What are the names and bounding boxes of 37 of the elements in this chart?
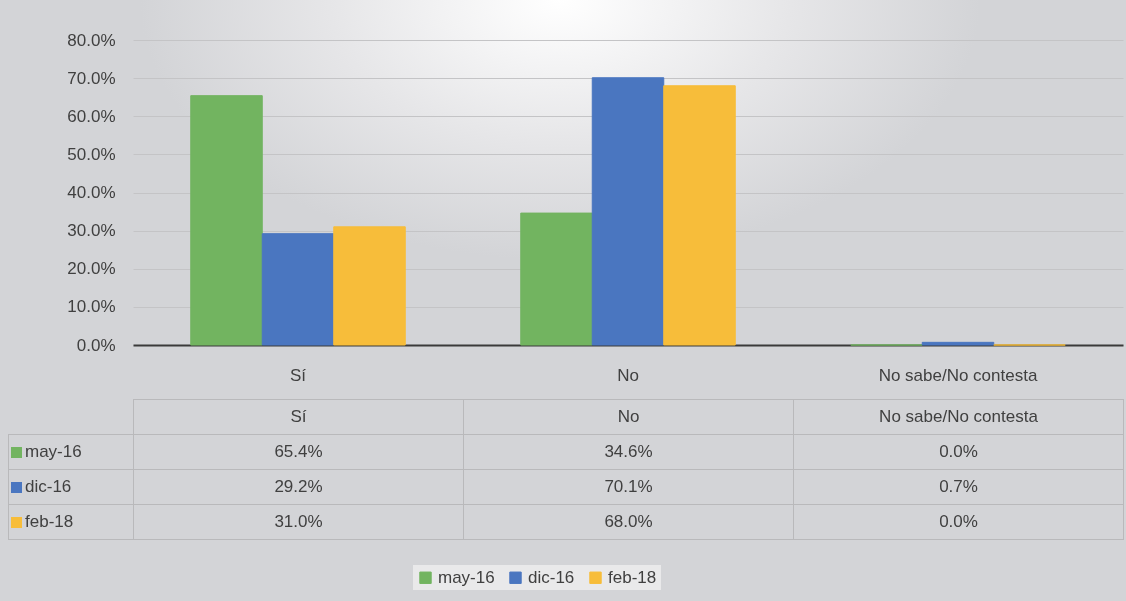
y-tick-label: 10.0% <box>67 297 116 317</box>
data-label: 31.0% <box>133 504 464 540</box>
legend-label: may-16 <box>8 434 134 470</box>
y-tick-label: 50.0% <box>67 144 116 164</box>
x-tick-label: No sabe/No contesta <box>878 365 1038 385</box>
y-tick-label: 80.0% <box>67 30 116 50</box>
data-label: 68.0% <box>463 504 794 540</box>
data-label: 0.0% <box>793 434 1124 470</box>
x-tick-label: Sí <box>289 365 307 385</box>
category-label: No sabe/No contesta <box>879 407 1038 426</box>
data-label: 29.2% <box>133 469 464 505</box>
bar <box>190 95 263 346</box>
legend-label: feb-18 <box>608 567 657 587</box>
bar <box>663 85 736 346</box>
data-label: 0.7% <box>793 469 1124 505</box>
data-label: 65.4% <box>133 434 464 470</box>
y-tick-label: 70.0% <box>67 68 116 88</box>
x-tick-label: No <box>617 365 639 385</box>
text: feb-18 <box>25 512 74 531</box>
category-label: No <box>617 407 640 426</box>
text: dic-16 <box>25 477 72 496</box>
y-tick-label: 0.0% <box>76 335 116 355</box>
data-label: 0.0% <box>793 504 1124 540</box>
y-tick-label: 20.0% <box>67 259 116 279</box>
bar <box>261 233 335 346</box>
y-tick-label: 40.0% <box>67 183 116 202</box>
data-label: 34.6% <box>463 434 794 470</box>
y-tick-label: 60.0% <box>67 106 116 126</box>
y-tick-label: 30.0% <box>67 221 116 241</box>
bar <box>333 226 406 346</box>
data-label: 70.1% <box>463 469 794 505</box>
bar <box>591 77 665 346</box>
category-label: Sí <box>290 407 307 426</box>
bar <box>520 212 593 346</box>
text: may-16 <box>438 567 495 587</box>
legend-label: dic-16 <box>528 567 575 587</box>
bar <box>921 341 995 346</box>
